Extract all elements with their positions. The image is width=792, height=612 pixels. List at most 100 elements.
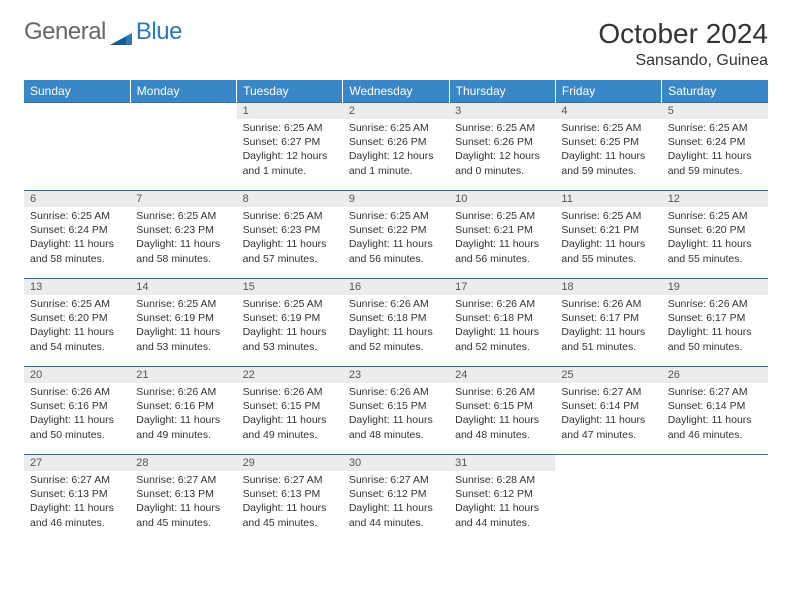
daylight-line: Daylight: 11 hours and 56 minutes.	[349, 237, 443, 265]
sunset-line: Sunset: 6:14 PM	[668, 399, 762, 413]
day-body: Sunrise: 6:28 AMSunset: 6:12 PMDaylight:…	[449, 471, 555, 534]
calendar-cell	[555, 455, 661, 543]
calendar-cell: 30Sunrise: 6:27 AMSunset: 6:12 PMDayligh…	[343, 455, 449, 543]
day-number: 21	[130, 367, 236, 383]
calendar-row: 6Sunrise: 6:25 AMSunset: 6:24 PMDaylight…	[24, 191, 768, 279]
daylight-line: Daylight: 11 hours and 55 minutes.	[668, 237, 762, 265]
day-number: 11	[555, 191, 661, 207]
sunset-line: Sunset: 6:23 PM	[243, 223, 337, 237]
calendar-cell: 27 Sunrise: 6:27 AMSunset: 6:13 PMDayligh…	[24, 455, 130, 543]
daylight-line: Daylight: 11 hours and 46 minutes.	[30, 501, 124, 529]
day-number: 10	[449, 191, 555, 207]
sunset-line: Sunset: 6:15 PM	[243, 399, 337, 413]
sunrise-line: Sunrise: 6:25 AM	[561, 121, 655, 135]
calendar-cell	[130, 103, 236, 191]
day-number: 12	[662, 191, 768, 207]
day-number: 9	[343, 191, 449, 207]
day-header: Sunday	[24, 80, 130, 103]
daylight-line: Daylight: 11 hours and 52 minutes.	[455, 325, 549, 353]
daylight-line: Daylight: 11 hours and 50 minutes.	[668, 325, 762, 353]
day-number: 1	[237, 103, 343, 119]
daylight-line: Daylight: 12 hours and 1 minute.	[243, 149, 337, 177]
calendar-cell: 8 Sunrise: 6:25 AMSunset: 6:23 PMDaylight…	[237, 191, 343, 279]
daylight-line: Daylight: 12 hours and 0 minutes.	[455, 149, 549, 177]
day-number: 5	[662, 103, 768, 119]
day-body: Sunrise: 6:25 AMSunset: 6:23 PMDaylight:…	[130, 207, 236, 270]
sunset-line: Sunset: 6:15 PM	[349, 399, 443, 413]
day-body: Sunrise: 6:27 AMSunset: 6:13 PMDaylight:…	[130, 471, 236, 534]
calendar-row: 27Sunrise: 6:27 AMSunset: 6:13 PMDayligh…	[24, 455, 768, 543]
day-number: 24	[449, 367, 555, 383]
day-number: 28	[130, 455, 236, 471]
sunrise-line: Sunrise: 6:25 AM	[30, 297, 124, 311]
day-number: 15	[237, 279, 343, 295]
sunrise-line: Sunrise: 6:26 AM	[136, 385, 230, 399]
daylight-line: Daylight: 11 hours and 57 minutes.	[243, 237, 337, 265]
calendar-cell: 9Sunrise: 6:25 AMSunset: 6:22 PMDaylight…	[343, 191, 449, 279]
day-body: Sunrise: 6:25 AMSunset: 6:20 PMDaylight:…	[24, 295, 130, 358]
sunset-line: Sunset: 6:26 PM	[349, 135, 443, 149]
day-body: Sunrise: 6:26 AMSunset: 6:16 PMDaylight:…	[130, 383, 236, 446]
sunrise-line: Sunrise: 6:27 AM	[243, 473, 337, 487]
calendar-cell: 10Sunrise: 6:25 AMSunset: 6:21 PMDayligh…	[449, 191, 555, 279]
calendar-cell: 5Sunrise: 6:25 AMSunset: 6:24 PMDaylight…	[662, 103, 768, 191]
brand-part1: General	[24, 18, 106, 46]
calendar-cell: 17Sunrise: 6:26 AMSunset: 6:18 PMDayligh…	[449, 279, 555, 367]
daylight-line: Daylight: 11 hours and 52 minutes.	[349, 325, 443, 353]
day-number: 18	[555, 279, 661, 295]
daylight-line: Daylight: 11 hours and 53 minutes.	[136, 325, 230, 353]
day-body: Sunrise: 6:25 AMSunset: 6:19 PMDaylight:…	[130, 295, 236, 358]
day-number: 31	[449, 455, 555, 471]
day-body: Sunrise: 6:27 AMSunset: 6:12 PMDaylight:…	[343, 471, 449, 534]
sunset-line: Sunset: 6:24 PM	[30, 223, 124, 237]
daylight-line: Daylight: 11 hours and 45 minutes.	[243, 501, 337, 529]
sunset-line: Sunset: 6:13 PM	[30, 487, 124, 501]
sunrise-line: Sunrise: 6:25 AM	[136, 297, 230, 311]
day-body: Sunrise: 6:25 AMSunset: 6:22 PMDaylight:…	[343, 207, 449, 270]
daylight-line: Daylight: 11 hours and 44 minutes.	[455, 501, 549, 529]
sunrise-line: Sunrise: 6:28 AM	[455, 473, 549, 487]
daylight-line: Daylight: 11 hours and 55 minutes.	[561, 237, 655, 265]
day-number: 19	[662, 279, 768, 295]
day-header: Saturday	[662, 80, 768, 103]
calendar-row: 20Sunrise: 6:26 AMSunset: 6:16 PMDayligh…	[24, 367, 768, 455]
day-number: 20	[24, 367, 130, 383]
sunrise-line: Sunrise: 6:25 AM	[243, 209, 337, 223]
sunset-line: Sunset: 6:15 PM	[455, 399, 549, 413]
sunset-line: Sunset: 6:21 PM	[561, 223, 655, 237]
sunrise-line: Sunrise: 6:27 AM	[668, 385, 762, 399]
calendar-cell: 15Sunrise: 6:25 AMSunset: 6:19 PMDayligh…	[237, 279, 343, 367]
daylight-line: Daylight: 12 hours and 1 minute.	[349, 149, 443, 177]
day-header: Tuesday	[237, 80, 343, 103]
calendar-cell: 18Sunrise: 6:26 AMSunset: 6:17 PMDayligh…	[555, 279, 661, 367]
calendar-cell: 28Sunrise: 6:27 AMSunset: 6:13 PMDayligh…	[130, 455, 236, 543]
calendar-cell: 23Sunrise: 6:26 AMSunset: 6:15 PMDayligh…	[343, 367, 449, 455]
brand-part2: Blue	[136, 18, 182, 46]
day-header: Friday	[555, 80, 661, 103]
sunset-line: Sunset: 6:19 PM	[136, 311, 230, 325]
day-body: Sunrise: 6:25 AMSunset: 6:21 PMDaylight:…	[555, 207, 661, 270]
day-body: Sunrise: 6:26 AMSunset: 6:15 PMDaylight:…	[343, 383, 449, 446]
sunrise-line: Sunrise: 6:27 AM	[561, 385, 655, 399]
sunset-line: Sunset: 6:17 PM	[561, 311, 655, 325]
sunrise-line: Sunrise: 6:27 AM	[30, 473, 124, 487]
day-body: Sunrise: 6:26 AMSunset: 6:16 PMDaylight:…	[24, 383, 130, 446]
day-number: 27	[24, 455, 130, 471]
calendar-cell: 14Sunrise: 6:25 AMSunset: 6:19 PMDayligh…	[130, 279, 236, 367]
sunset-line: Sunset: 6:13 PM	[136, 487, 230, 501]
day-number: 16	[343, 279, 449, 295]
day-number: 2	[343, 103, 449, 119]
calendar-cell: 29Sunrise: 6:27 AMSunset: 6:13 PMDayligh…	[237, 455, 343, 543]
sunrise-line: Sunrise: 6:25 AM	[455, 121, 549, 135]
day-body: Sunrise: 6:26 AMSunset: 6:18 PMDaylight:…	[343, 295, 449, 358]
day-number: 17	[449, 279, 555, 295]
daylight-line: Daylight: 11 hours and 53 minutes.	[243, 325, 337, 353]
sunset-line: Sunset: 6:18 PM	[455, 311, 549, 325]
day-body: Sunrise: 6:26 AMSunset: 6:15 PMDaylight:…	[449, 383, 555, 446]
day-number: 3	[449, 103, 555, 119]
sunset-line: Sunset: 6:17 PM	[668, 311, 762, 325]
day-number: 8	[237, 191, 343, 207]
day-body: Sunrise: 6:25 AMSunset: 6:19 PMDaylight:…	[237, 295, 343, 358]
page-header: General Blue October 2024 Sansando, Guin…	[24, 18, 768, 70]
calendar-cell: 11Sunrise: 6:25 AMSunset: 6:21 PMDayligh…	[555, 191, 661, 279]
